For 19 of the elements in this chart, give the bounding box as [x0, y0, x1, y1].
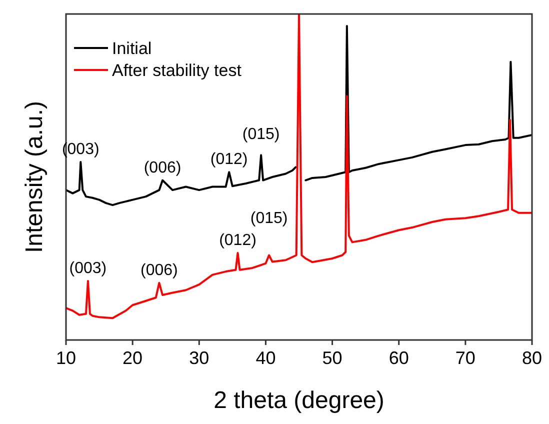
x-tick-label: 80	[522, 348, 542, 368]
annotation: (003)	[69, 260, 107, 277]
annotation: (006)	[144, 159, 182, 176]
y-axis-title: Intensity (a.u.)	[21, 100, 48, 254]
x-axis-title: 2 theta (degree)	[214, 387, 384, 414]
annotation: (006)	[140, 262, 178, 279]
x-tick-label: 50	[322, 348, 342, 368]
x-tick-label: 10	[56, 348, 76, 368]
annotation: (012)	[219, 232, 256, 249]
x-tick-label: 20	[122, 348, 143, 368]
x-tick-label: 30	[189, 348, 210, 368]
legend-label: After stability test	[112, 61, 242, 80]
annotation: (012)	[210, 151, 248, 168]
annotation: (015)	[250, 210, 288, 228]
x-tick-label: 60	[388, 348, 409, 368]
legend-label: Initial	[112, 39, 152, 58]
x-tick-label: 70	[455, 348, 476, 368]
annotation: (015)	[242, 126, 280, 144]
x-tick-label: 40	[256, 348, 276, 368]
